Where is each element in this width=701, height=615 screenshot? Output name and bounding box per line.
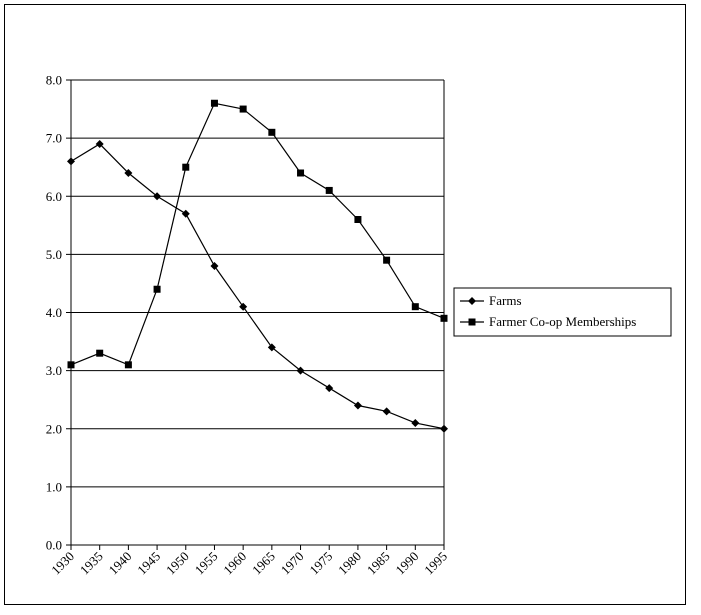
data-point	[67, 157, 75, 166]
data-point	[440, 424, 448, 433]
x-tick-label: 1940	[106, 549, 135, 578]
data-point	[411, 303, 419, 311]
data-point	[124, 361, 132, 369]
legend-box	[453, 287, 672, 337]
y-tick-label: 7.0	[46, 131, 62, 146]
data-point	[153, 192, 162, 201]
data-point	[124, 169, 133, 177]
data-point	[325, 186, 333, 194]
gridlines	[71, 79, 444, 488]
x-tick-label: 1935	[77, 549, 106, 578]
data-point	[181, 209, 190, 218]
y-tick-label: 8.0	[46, 73, 62, 88]
data-point	[383, 256, 391, 264]
data-point	[297, 169, 305, 177]
data-point	[296, 366, 305, 375]
data-point	[325, 384, 334, 393]
data-point	[411, 418, 420, 427]
legend-label: Farms	[489, 293, 522, 308]
y-tick-label: 1.0	[46, 479, 62, 494]
data-point	[239, 302, 248, 311]
data-point	[239, 105, 247, 113]
y-tick-label: 5.0	[46, 247, 62, 262]
legend-item: Farmer Co-op Memberships	[460, 314, 636, 329]
x-tick-label: 1950	[163, 549, 192, 578]
series-farms	[67, 139, 448, 433]
data-point	[210, 262, 219, 270]
legend-swatch-marker	[468, 318, 476, 326]
x-axis-tick-labels: 1930 1935 1940 1945 1950 1955 1960 1965 1970 1975…	[48, 549, 450, 578]
x-tick-label: 1970	[278, 549, 307, 578]
x-tick-label: 1975	[306, 549, 335, 578]
series-group	[67, 99, 448, 433]
series-co-op-memberships	[67, 99, 448, 369]
data-point	[67, 361, 75, 369]
legend: Farms Farmer Co-op Memberships	[453, 287, 672, 337]
data-point	[268, 128, 276, 136]
x-tick-label: 1960	[220, 549, 249, 578]
data-point	[354, 216, 362, 223]
data-point	[153, 285, 161, 293]
data-point	[95, 139, 104, 148]
data-point	[267, 343, 276, 352]
legend-label: Farmer Co-op Memberships	[489, 314, 636, 329]
data-point	[440, 314, 448, 322]
data-point	[210, 99, 218, 107]
x-tick-label: 1945	[134, 549, 163, 578]
data-point	[96, 349, 104, 357]
x-tick-label: 1985	[364, 549, 393, 578]
y-tick-label: 6.0	[46, 189, 62, 204]
axes	[66, 79, 445, 550]
x-tick-label: 1930	[48, 549, 77, 578]
x-tick-label: 1965	[249, 549, 278, 578]
legend-item: Farms	[460, 293, 522, 308]
y-axis-tick-labels: 0.0 1.0 2.0 3.0 4.0 5.0 6.0 7.0 8.0	[46, 73, 62, 553]
x-tick-label: 1980	[335, 549, 364, 578]
data-point	[353, 401, 362, 410]
data-point	[182, 163, 190, 171]
y-tick-label: 0.0	[46, 538, 62, 553]
series-line	[70, 102, 445, 366]
legend-swatch-marker	[468, 297, 476, 305]
y-tick-label: 2.0	[46, 421, 62, 436]
y-tick-label: 3.0	[46, 363, 62, 378]
x-tick-label: 1995	[421, 549, 450, 578]
data-point	[382, 407, 391, 416]
series-line	[70, 143, 445, 430]
y-tick-label: 4.0	[46, 305, 62, 320]
x-tick-label: 1990	[392, 549, 421, 578]
x-tick-label: 1955	[192, 549, 221, 578]
